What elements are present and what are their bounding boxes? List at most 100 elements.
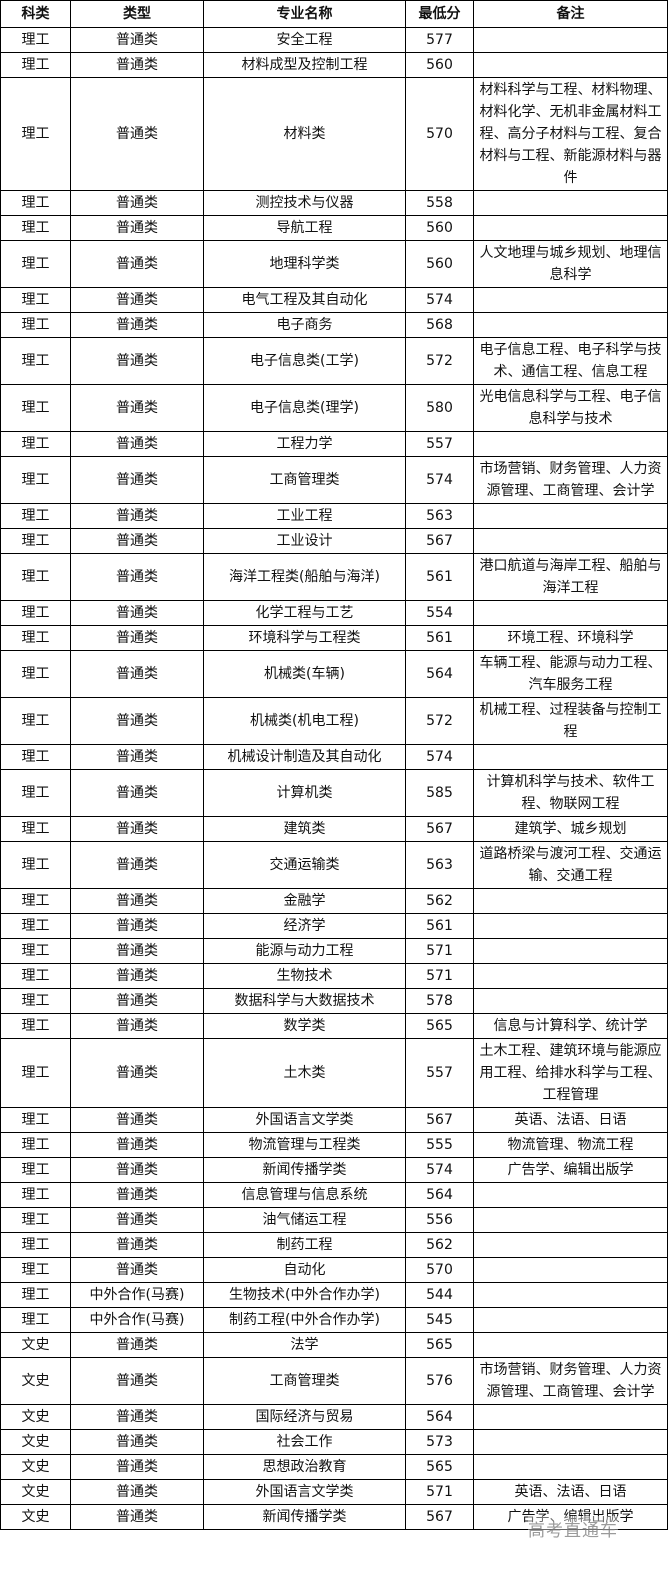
table-row: 文史 普通类 法学 565: [0, 1332, 668, 1358]
cell-remarks: 环境工程、环境科学: [473, 625, 668, 651]
table-row: 理工 普通类 生物技术 571: [0, 963, 668, 989]
cell-remarks: 广告学、编辑出版学: [473, 1157, 668, 1183]
cell-major: 环境科学与工程类: [203, 625, 406, 651]
cell-min-score: 585: [405, 769, 474, 817]
cell-category: 理工: [0, 1257, 71, 1283]
cell-category: 理工: [0, 240, 71, 288]
cell-remarks: 物流管理、物流工程: [473, 1132, 668, 1158]
cell-remarks: 建筑学、城乡规划: [473, 816, 668, 842]
header-row: 科类 类型 专业名称 最低分 备注: [0, 0, 668, 28]
cell-remarks: 电子信息工程、电子科学与技术、通信工程、信息工程: [473, 337, 668, 385]
cell-type: 中外合作(马赛): [70, 1307, 204, 1333]
cell-major: 信息管理与信息系统: [203, 1182, 406, 1208]
cell-category: 理工: [0, 27, 71, 53]
cell-major: 计算机类: [203, 769, 406, 817]
cell-min-score: 580: [405, 384, 474, 432]
cell-remarks: 市场营销、财务管理、人力资源管理、工商管理、会计学: [473, 1357, 668, 1405]
cell-min-score: 574: [405, 287, 474, 313]
cell-min-score: 563: [405, 841, 474, 889]
cell-type: 普通类: [70, 384, 204, 432]
cell-remarks: [473, 1182, 668, 1208]
cell-remarks: [473, 1454, 668, 1480]
cell-min-score: 564: [405, 1404, 474, 1430]
cell-min-score: 561: [405, 913, 474, 939]
admission-score-table: 科类 类型 专业名称 最低分 备注 理工 普通类 安全工程 577 理工 普通类 材料成型及…: [0, 0, 668, 1530]
cell-min-score: 561: [405, 625, 474, 651]
cell-type: 普通类: [70, 1429, 204, 1455]
cell-major: 数据科学与大数据技术: [203, 988, 406, 1014]
cell-type: 普通类: [70, 1013, 204, 1039]
cell-category: 理工: [0, 816, 71, 842]
table-row: 理工 普通类 制药工程 562: [0, 1232, 668, 1258]
table-row: 理工 普通类 外国语言文学类 567 英语、法语、日语: [0, 1107, 668, 1133]
table-row: 理工 普通类 工商管理类 574 市场营销、财务管理、人力资源管理、工商管理、会计学: [0, 456, 668, 504]
table-row: 理工 普通类 金融学 562: [0, 888, 668, 914]
cell-major: 海洋工程类(船舶与海洋): [203, 553, 406, 601]
table-row: 理工 普通类 交通运输类 563 道路桥梁与渡河工程、交通运输、交通工程: [0, 841, 668, 889]
cell-remarks: [473, 963, 668, 989]
cell-remarks: [473, 528, 668, 554]
cell-major: 工业设计: [203, 528, 406, 554]
cell-min-score: 568: [405, 312, 474, 338]
cell-remarks: 道路桥梁与渡河工程、交通运输、交通工程: [473, 841, 668, 889]
cell-type: 中外合作(马赛): [70, 1282, 204, 1308]
cell-category: 理工: [0, 215, 71, 241]
cell-type: 普通类: [70, 650, 204, 698]
table-row: 文史 普通类 工商管理类 576 市场营销、财务管理、人力资源管理、工商管理、会计学: [0, 1357, 668, 1405]
cell-min-score: 556: [405, 1207, 474, 1233]
cell-major: 国际经济与贸易: [203, 1404, 406, 1430]
cell-major: 数学类: [203, 1013, 406, 1039]
cell-min-score: 557: [405, 1038, 474, 1108]
cell-remarks: 人文地理与城乡规划、地理信息科学: [473, 240, 668, 288]
cell-category: 理工: [0, 650, 71, 698]
cell-major: 生物技术(中外合作办学): [203, 1282, 406, 1308]
cell-remarks: 光电信息科学与工程、电子信息科学与技术: [473, 384, 668, 432]
cell-type: 普通类: [70, 1038, 204, 1108]
cell-major: 油气储运工程: [203, 1207, 406, 1233]
cell-major: 导航工程: [203, 215, 406, 241]
header-min-score: 最低分: [405, 0, 474, 28]
cell-min-score: 564: [405, 1182, 474, 1208]
cell-remarks: 信息与计算科学、统计学: [473, 1013, 668, 1039]
cell-category: 理工: [0, 312, 71, 338]
cell-min-score: 571: [405, 1479, 474, 1505]
cell-remarks: [473, 52, 668, 78]
cell-category: 文史: [0, 1454, 71, 1480]
cell-remarks: [473, 744, 668, 770]
table-row: 理工 普通类 环境科学与工程类 561 环境工程、环境科学: [0, 625, 668, 651]
cell-type: 普通类: [70, 1132, 204, 1158]
cell-min-score: 567: [405, 1504, 474, 1530]
cell-type: 普通类: [70, 27, 204, 53]
cell-major: 外国语言文学类: [203, 1479, 406, 1505]
cell-major: 能源与动力工程: [203, 938, 406, 964]
cell-major: 工商管理类: [203, 456, 406, 504]
cell-major: 生物技术: [203, 963, 406, 989]
cell-major: 工程力学: [203, 431, 406, 457]
cell-type: 普通类: [70, 215, 204, 241]
cell-category: 理工: [0, 1132, 71, 1158]
cell-type: 普通类: [70, 841, 204, 889]
cell-category: 文史: [0, 1429, 71, 1455]
table-row: 理工 普通类 物流管理与工程类 555 物流管理、物流工程: [0, 1132, 668, 1158]
table-row: 文史 普通类 外国语言文学类 571 英语、法语、日语: [0, 1479, 668, 1505]
table-row: 理工 普通类 材料成型及控制工程 560: [0, 52, 668, 78]
cell-min-score: 576: [405, 1357, 474, 1405]
table-row: 理工 普通类 能源与动力工程 571: [0, 938, 668, 964]
cell-category: 理工: [0, 769, 71, 817]
cell-min-score: 564: [405, 650, 474, 698]
cell-category: 文史: [0, 1404, 71, 1430]
table-row: 理工 普通类 经济学 561: [0, 913, 668, 939]
header-major: 专业名称: [203, 0, 406, 28]
cell-type: 普通类: [70, 528, 204, 554]
table-row: 理工 普通类 机械类(车辆) 564 车辆工程、能源与动力工程、汽车服务工程: [0, 650, 668, 698]
cell-major: 制药工程(中外合作办学): [203, 1307, 406, 1333]
cell-remarks: [473, 1307, 668, 1333]
cell-category: 理工: [0, 938, 71, 964]
table-row: 理工 中外合作(马赛) 生物技术(中外合作办学) 544: [0, 1282, 668, 1308]
cell-type: 普通类: [70, 1107, 204, 1133]
cell-remarks: [473, 287, 668, 313]
table-row: 理工 普通类 导航工程 560: [0, 215, 668, 241]
table-row: 理工 普通类 新闻传播学类 574 广告学、编辑出版学: [0, 1157, 668, 1183]
cell-category: 理工: [0, 841, 71, 889]
cell-type: 普通类: [70, 77, 204, 191]
